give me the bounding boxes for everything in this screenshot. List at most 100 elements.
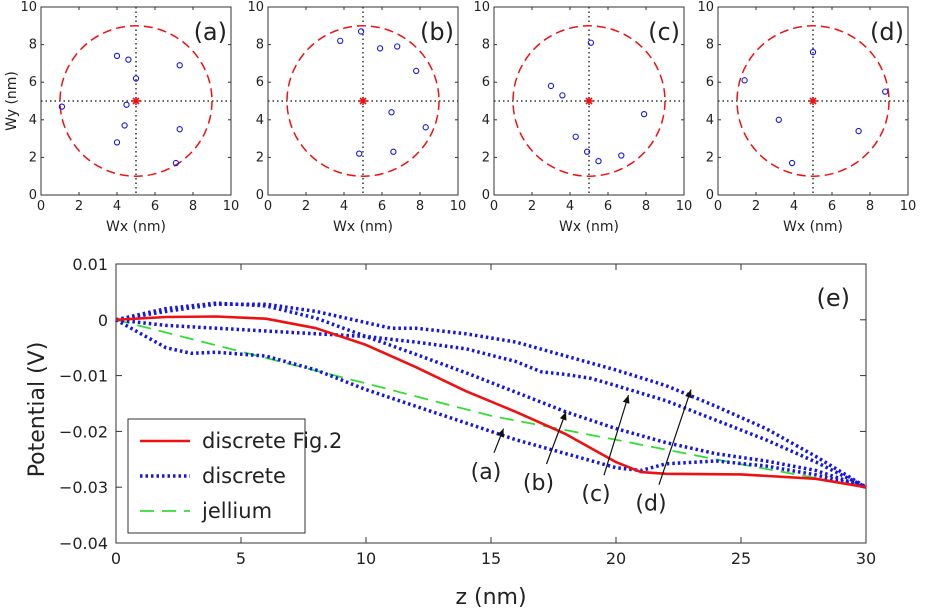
panel-c-ytick-label: 4 [482, 113, 490, 128]
panel-d-ytick-label: 8 [706, 38, 714, 53]
panel-a-tag: (a) [194, 18, 227, 46]
panel-e-xtick-label: 10 [356, 549, 376, 568]
panel-d-xtick-label: 6 [828, 199, 836, 214]
panel-c-dopant-point [559, 92, 566, 99]
panel-a-xtick-label: 4 [113, 199, 121, 214]
panel-b-dopant-point [422, 124, 429, 131]
panel-d-dopant-point [788, 159, 796, 167]
panel-d-xtick-label: 4 [790, 199, 798, 214]
panel-b-ytick-label: 8 [256, 38, 264, 53]
panel-a-xlabel: Wx (nm) [106, 219, 166, 235]
panel-b-xtick-label: 10 [450, 199, 467, 214]
series-jellium [115, 318, 867, 489]
panel-c-ytick-label: 2 [482, 150, 490, 165]
panel-e-ytick-label: 0 [98, 311, 108, 330]
series-discrete-a [115, 318, 867, 489]
panel-b-xtick-label: 8 [416, 199, 424, 214]
panel-c-center-marker [585, 97, 593, 105]
panel-a-dopant-point [123, 101, 130, 108]
legend-entry: jellium [201, 499, 272, 523]
center-star-stroke [132, 97, 140, 105]
legend-entry: discrete [202, 464, 286, 488]
panel-c-ytick-label: 8 [482, 38, 490, 53]
panel-d-ytick-label: 0 [706, 188, 714, 203]
panel-a-dopant-point [125, 56, 132, 63]
panel-c-dopant-point [595, 158, 602, 165]
panel-d-dopant-point [809, 48, 817, 56]
panel-c-dopant-point [547, 82, 555, 90]
panel-c-xtick-label: 4 [566, 199, 574, 214]
panel-b-dopant-point [413, 67, 420, 75]
panel-a-boundary-circle [59, 25, 213, 177]
panel-b-dopant-point [337, 37, 344, 44]
panel-d-xtick-label: 0 [714, 199, 722, 214]
panel-b-boundary-circle [286, 25, 440, 177]
panel-d-xtick-label: 2 [752, 199, 760, 214]
panel-a-ytick-label: 2 [29, 150, 37, 165]
panel-a-ytick-label: 10 [20, 0, 37, 15]
panel-c-dopant-point [572, 133, 579, 140]
panel-e-ytick-label: −0.01 [59, 367, 108, 386]
annotation-label: (b) [523, 471, 554, 496]
panel-a-dopant-point [132, 75, 140, 82]
annotation-arrowhead [559, 411, 567, 421]
panel-c-boundary-circle [512, 25, 666, 177]
series-discrete-fig-2 [115, 315, 867, 489]
panel-a-dopant-point [113, 139, 121, 146]
panel-c-ytick-label: 10 [473, 0, 490, 15]
panel-b-xtick-label: 0 [264, 199, 272, 214]
panel-d-center-marker [809, 97, 817, 105]
panel-b-ytick-label: 0 [256, 188, 264, 203]
panel-a-xtick-label: 0 [37, 199, 45, 214]
panel-d-ytick-label: 4 [706, 113, 714, 128]
panel-a-ylabel: Wy (nm) [4, 71, 20, 131]
panel-c-ytick-label: 6 [482, 75, 490, 90]
panel-c-xtick-label: 8 [642, 199, 650, 214]
panel-a-xtick-label: 6 [151, 199, 159, 214]
panel-e-xlabel: z (nm) [455, 585, 526, 609]
panel-d-tag: (d) [870, 18, 904, 46]
annotation-label: (a) [471, 460, 502, 485]
panel-c-tag: (c) [648, 18, 680, 46]
annotation-label: (d) [635, 492, 666, 517]
panel-b-dopant-point [394, 43, 401, 50]
panel-a-dopant-point [121, 122, 128, 129]
legend-entry: discrete Fig.2 [202, 429, 342, 453]
panel-e-ytick-label: −0.02 [59, 422, 108, 441]
panel-b-xtick-label: 2 [302, 199, 310, 214]
panel-e-ytick-label: −0.03 [59, 478, 108, 497]
annotation-arrowhead [685, 389, 692, 399]
panel-b-xtick-label: 6 [378, 199, 386, 214]
panel-e-xtick-label: 15 [481, 549, 501, 568]
panel-a-xtick-label: 2 [75, 199, 83, 214]
panel-c-dopant-point [587, 39, 595, 46]
annotation-arrow-d [658, 389, 692, 485]
panel-d-xtick-label: 8 [866, 199, 874, 214]
panel-d-ytick-label: 10 [697, 0, 714, 15]
panel-b-ytick-label: 4 [256, 113, 264, 128]
panel-e-xtick-label: 0 [111, 549, 121, 568]
annotation-arrow-c [603, 394, 630, 476]
panel-d-dopant-point [741, 77, 748, 84]
panel-c-xtick-label: 2 [528, 199, 536, 214]
panel-c-xtick-label: 0 [490, 199, 498, 214]
panel-c-xtick-label: 10 [676, 199, 693, 214]
panel-e-tag: (e) [817, 284, 851, 312]
panel-a-dopant-point [113, 52, 121, 60]
panel-b-ytick-label: 10 [247, 0, 264, 15]
panel-e-ylabel: Potential (V) [25, 342, 50, 478]
panel-d-ytick-label: 2 [706, 150, 714, 165]
panel-d-dopant-point [855, 127, 862, 135]
panel-d-xlabel: Wx (nm) [783, 219, 843, 235]
panel-c-xtick-label: 6 [604, 199, 612, 214]
panel-b-dopant-point [376, 45, 384, 52]
panel-b-dopant-point [357, 28, 365, 35]
panel-c-dopant-point [583, 148, 591, 155]
series-discrete-b [115, 301, 867, 489]
center-star-stroke [359, 97, 367, 105]
panel-c-dopant-point [640, 111, 648, 118]
panel-a-ytick-label: 8 [29, 38, 37, 53]
panel-b-tag: (b) [420, 18, 454, 46]
